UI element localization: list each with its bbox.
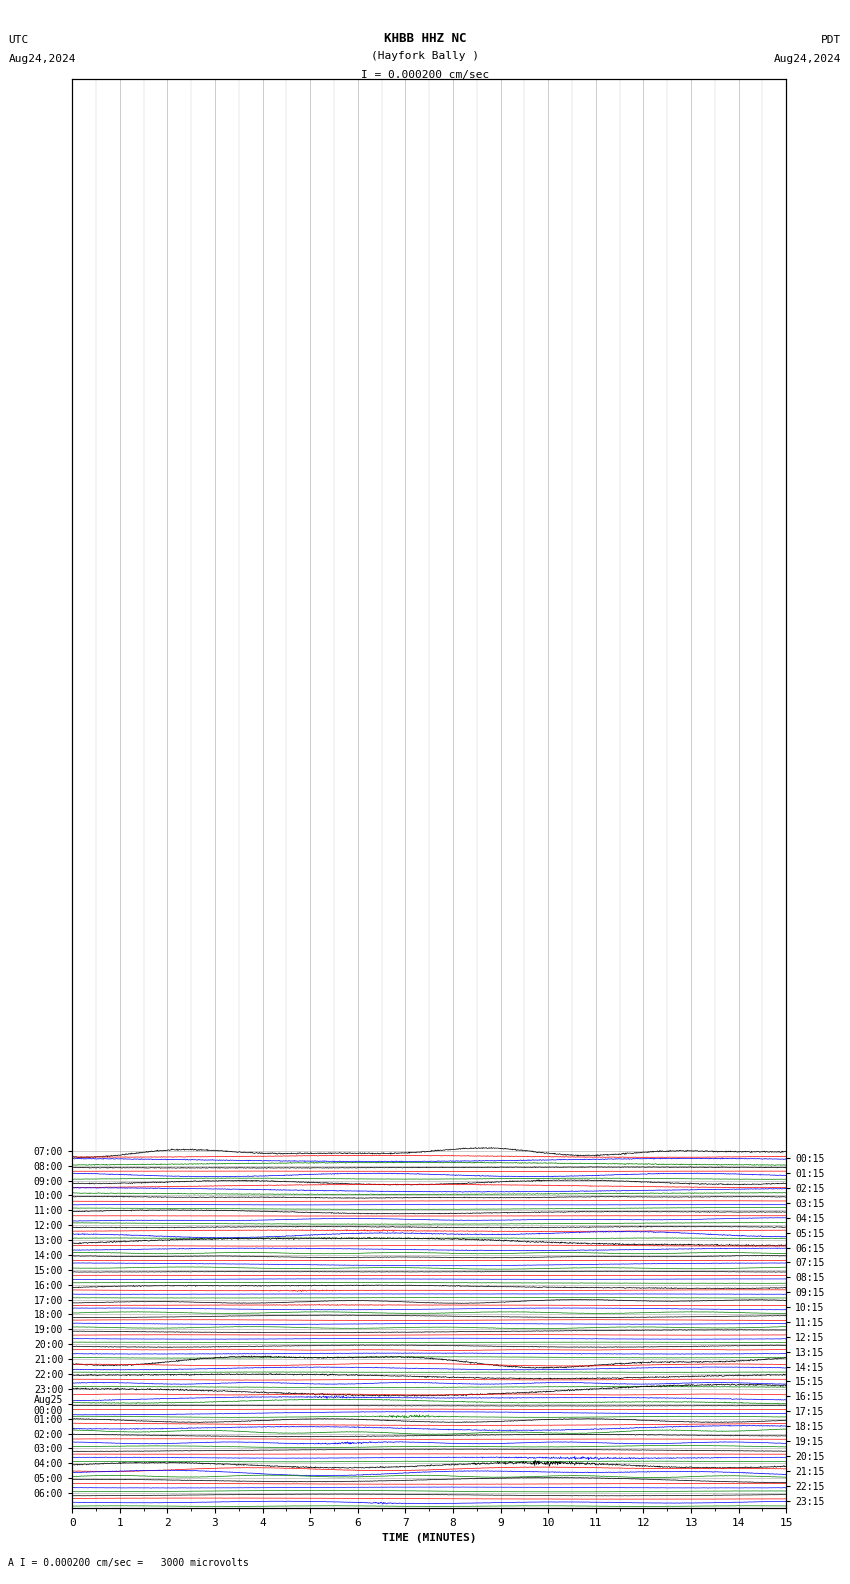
Text: UTC: UTC (8, 35, 29, 44)
Text: (Hayfork Bally ): (Hayfork Bally ) (371, 51, 479, 60)
X-axis label: TIME (MINUTES): TIME (MINUTES) (382, 1533, 477, 1543)
Text: Aug24,2024: Aug24,2024 (8, 54, 76, 63)
Text: A I = 0.000200 cm/sec =   3000 microvolts: A I = 0.000200 cm/sec = 3000 microvolts (8, 1559, 249, 1568)
Text: I = 0.000200 cm/sec: I = 0.000200 cm/sec (361, 70, 489, 79)
Text: PDT: PDT (821, 35, 842, 44)
Text: Aug24,2024: Aug24,2024 (774, 54, 842, 63)
Text: KHBB HHZ NC: KHBB HHZ NC (383, 32, 467, 44)
